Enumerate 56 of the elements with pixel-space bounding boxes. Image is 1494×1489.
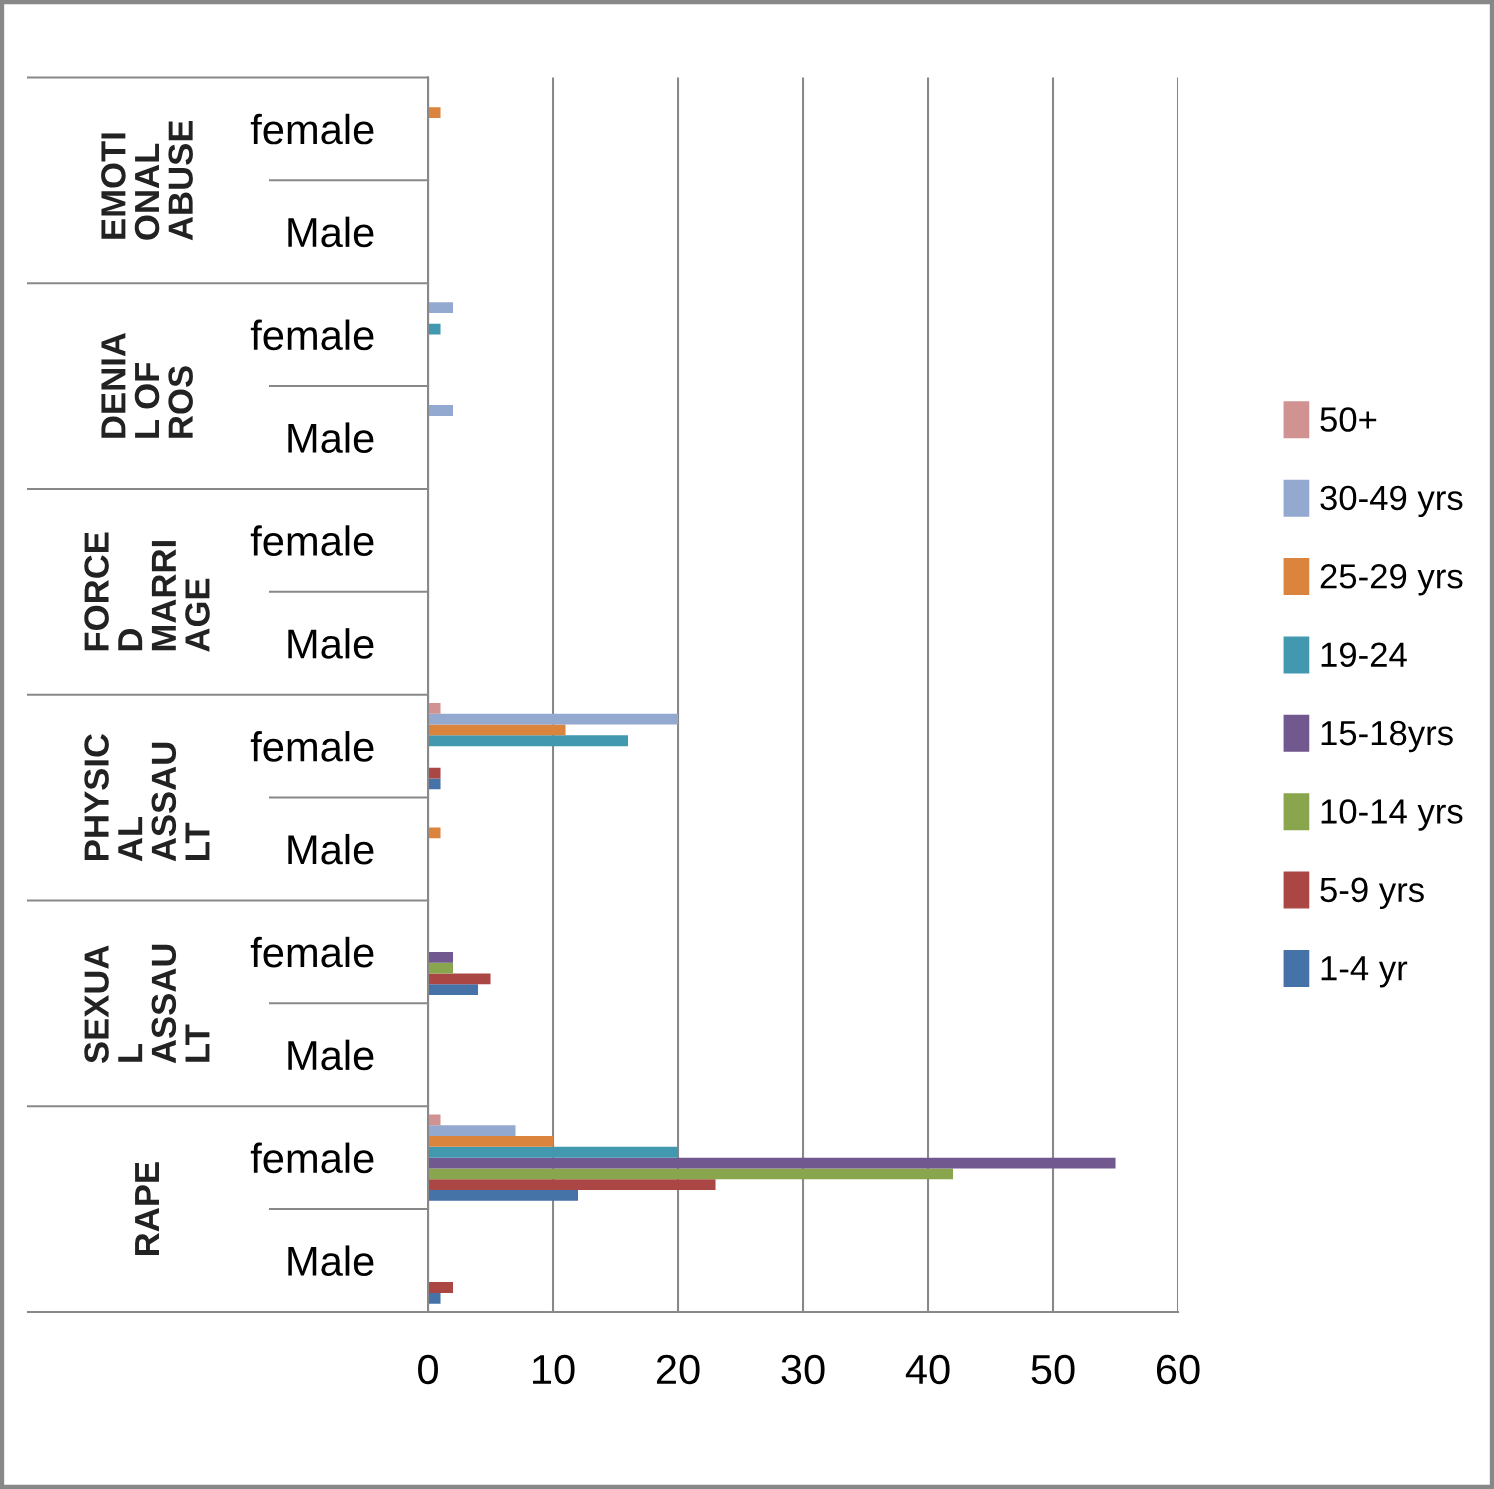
- bar: [428, 1292, 441, 1304]
- x-tick-label: 30: [781, 1354, 825, 1385]
- y-tick-label: Male: [288, 833, 374, 865]
- y-tick-label: female: [250, 1142, 374, 1174]
- bar: [428, 951, 454, 963]
- y-tick-label: Male: [288, 422, 374, 454]
- bar: [428, 405, 454, 416]
- legend-label: 10-14 yrs: [1321, 799, 1463, 831]
- text: SEXUA L ASSAU LT: [84, 944, 210, 1064]
- text: EMOTI ONAL ABUSE: [101, 120, 193, 241]
- bar: [428, 713, 679, 725]
- legend-label: 19-24: [1321, 642, 1407, 667]
- bar: [428, 767, 441, 779]
- bar: [428, 984, 479, 996]
- bar: [428, 973, 491, 985]
- y-tick-label: Male: [288, 1245, 374, 1277]
- bar: [428, 1146, 679, 1158]
- legend-label: 15-18yrs: [1321, 720, 1453, 753]
- bar: [428, 1168, 954, 1180]
- bar: [428, 107, 441, 119]
- bar: [428, 1114, 441, 1126]
- bar: [428, 323, 441, 335]
- legend-label: 1-4 yr: [1321, 956, 1408, 988]
- text: FORCE D MARRI AGE: [84, 532, 210, 652]
- bar: [428, 302, 454, 314]
- y-tick-label: female: [250, 319, 374, 351]
- legend-label: 30-49 yrs: [1320, 485, 1463, 518]
- bar: [428, 735, 629, 747]
- x-tick-label: 60: [1156, 1354, 1200, 1385]
- y-tick-label: female: [250, 731, 374, 762]
- text: RAPE: [135, 1162, 159, 1255]
- y-tick-label: Male: [288, 1039, 374, 1071]
- bar: [428, 827, 441, 839]
- legend-label: 5-9 yrs: [1320, 877, 1424, 910]
- legend-label: 50+: [1320, 407, 1377, 432]
- bar: [428, 1179, 716, 1191]
- x-tick-label: 10: [533, 1354, 575, 1385]
- y-tick-label: Male: [288, 628, 374, 659]
- x-tick-label: 40: [905, 1354, 950, 1385]
- bar: [428, 1157, 1116, 1169]
- y-tick-label: female: [250, 113, 374, 145]
- legend-label: 25-29 yrs: [1320, 564, 1463, 596]
- x-tick-label: 20: [656, 1354, 700, 1385]
- text: DENIA L OF ROS: [101, 332, 193, 438]
- text: PHYSIC AL ASSAU LT: [84, 733, 210, 862]
- y-tick-label: female: [250, 525, 374, 556]
- bar: [428, 1125, 516, 1137]
- bar: [428, 702, 441, 714]
- y-tick-label: female: [250, 936, 374, 968]
- bar: [428, 1136, 554, 1147]
- bar: [428, 1190, 579, 1201]
- bar: [428, 1282, 454, 1293]
- bar: [428, 724, 566, 736]
- y-tick-label: Male: [288, 216, 374, 248]
- x-tick-label: 0: [418, 1354, 438, 1385]
- x-tick-label: 50: [1031, 1354, 1075, 1385]
